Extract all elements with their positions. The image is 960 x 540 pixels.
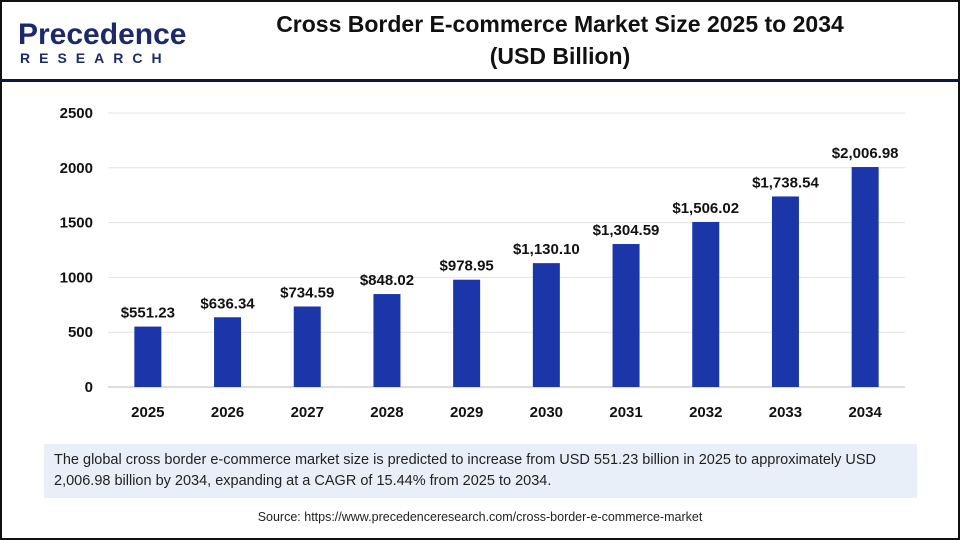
bar <box>214 317 242 387</box>
data-label: $1,506.02 <box>672 200 739 217</box>
data-label: $636.34 <box>200 295 255 312</box>
x-tick-label: 2025 <box>131 404 164 421</box>
x-tick-label: 2030 <box>530 404 563 421</box>
title-line-1: Cross Border E-commerce Market Size 2025… <box>276 11 844 37</box>
source-text: Source: https://www.precedenceresearch.c… <box>257 510 703 524</box>
chart-title: Cross Border E-commerce Market Size 2025… <box>230 8 890 72</box>
logo-sub: RESEARCH <box>20 50 171 66</box>
x-tick-label: 2026 <box>211 404 244 421</box>
bar <box>612 244 640 387</box>
y-tick-label: 0 <box>85 379 93 396</box>
x-tick-label: 2032 <box>689 404 722 421</box>
y-tick-label: 1500 <box>60 215 93 232</box>
data-label: $848.02 <box>360 272 414 289</box>
y-tick-label: 1000 <box>60 269 93 286</box>
data-label: $2,006.98 <box>832 145 899 162</box>
bar <box>134 326 162 387</box>
x-tick-label: 2028 <box>370 404 403 421</box>
bar <box>771 196 799 387</box>
y-tick-label: 500 <box>68 324 93 341</box>
data-label: $1,738.54 <box>752 174 819 191</box>
bar <box>532 263 560 387</box>
info-box: The global cross border e-commerce marke… <box>44 444 917 498</box>
title-line-2: (USD Billion) <box>489 43 631 69</box>
x-tick-label: 2034 <box>848 404 882 421</box>
bar <box>293 306 321 387</box>
data-label: $978.95 <box>440 258 494 275</box>
data-label: $551.23 <box>121 305 175 322</box>
bar <box>692 221 720 387</box>
bar <box>453 279 481 387</box>
data-label: $1,304.59 <box>593 222 660 239</box>
y-tick-label: 2500 <box>60 105 93 122</box>
x-tick-label: 2033 <box>769 404 802 421</box>
x-tick-label: 2027 <box>291 404 324 421</box>
header-divider <box>0 79 960 82</box>
bar <box>851 167 879 387</box>
x-tick-label: 2031 <box>609 404 642 421</box>
y-tick-label: 2000 <box>60 160 93 177</box>
logo-main: Precedence <box>18 18 187 51</box>
data-label: $734.59 <box>280 284 334 301</box>
data-label: $1,130.10 <box>513 241 580 258</box>
bar <box>373 294 401 387</box>
logo: Precedence RESEARCH <box>18 18 187 67</box>
x-tick-label: 2029 <box>450 404 483 421</box>
